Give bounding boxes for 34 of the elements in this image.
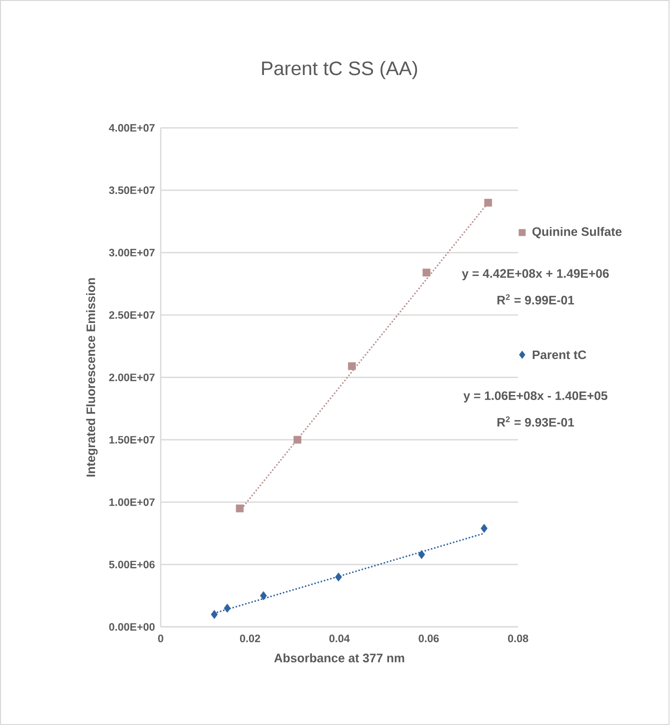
point: [211, 610, 218, 619]
annotation: y = 1.06E+08x - 1.40E+05: [464, 391, 608, 402]
point: [294, 436, 302, 444]
y-tick-label: 5.00E+06: [109, 560, 155, 568]
x-axis-title: Absorbance at 377 nm: [274, 653, 404, 662]
y-tick-label: 0.00E+00: [109, 623, 155, 631]
y-tick-label: 3.50E+07: [109, 186, 155, 194]
x-tick-label: 0: [158, 634, 164, 642]
legend-label: Parent tC: [533, 350, 586, 360]
point: [224, 604, 231, 613]
x-tick-label: 0.06: [418, 634, 440, 642]
x-tick-label: 0.08: [508, 634, 528, 642]
chart-title: Parent tC SS (AA): [262, 60, 418, 80]
point: [418, 550, 426, 560]
y-tick-label: 1.50E+07: [110, 436, 155, 444]
point: [422, 268, 431, 276]
annotation: R$^{2}$ = 9.93E-01: [498, 416, 574, 427]
y-axis-title: Integrated Fluorescence Emission: [86, 278, 98, 477]
point: [480, 524, 488, 533]
point: [260, 591, 268, 600]
y-tick-label: 2.00E+07: [109, 374, 155, 382]
point: [236, 504, 244, 512]
point: [348, 362, 356, 370]
point: [484, 198, 492, 207]
x-tick-label: 0.04: [330, 634, 350, 642]
x-tick-label: 0.02: [240, 634, 260, 642]
annotation: R$^{2}$ = 9.99E-01: [498, 294, 574, 304]
y-tick-label: 4.00E+07: [109, 124, 155, 132]
legend-label: Quinine Sulfate: [532, 226, 622, 238]
y-tick-label: 3.00E+07: [109, 248, 155, 256]
point: [335, 572, 342, 582]
y-tick-label: 2.50E+07: [109, 311, 155, 319]
y-tick-label: 1.00E+07: [110, 498, 155, 506]
annotation: y = 4.42E+08x + 1.49E+06: [462, 269, 610, 280]
